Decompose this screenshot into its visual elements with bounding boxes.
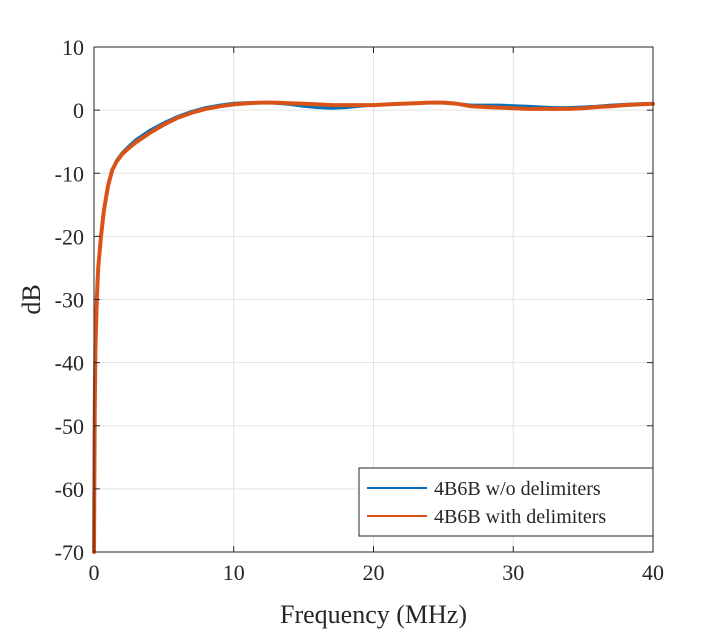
y-tick-label: -30: [55, 288, 84, 313]
y-tick-label: 0: [73, 98, 84, 123]
y-axis-label: dB: [17, 284, 46, 314]
axis-ticks: 0 10 20 30 40 10 0 -10 -20 -30 -40 -50 -60 -70: [55, 35, 664, 585]
series-layer: [92, 100, 655, 554]
x-tick-label: 10: [223, 560, 245, 585]
x-tick-label: 0: [89, 560, 100, 585]
y-tick-label: -50: [55, 414, 84, 439]
x-axis-label: Frequency (MHz): [280, 600, 467, 629]
y-tick-label: -60: [55, 477, 84, 502]
y-tick-label: -20: [55, 224, 84, 249]
y-tick-label: -10: [55, 161, 84, 186]
legend-label-series-2: 4B6B with delimiters: [434, 506, 606, 528]
x-tick-label: 40: [642, 560, 664, 585]
y-tick-label: -40: [55, 351, 84, 376]
x-tick-label: 20: [363, 560, 385, 585]
legend-label-series-1: 4B6B w/o delimiters: [434, 478, 601, 500]
y-tick-label: -70: [55, 540, 84, 565]
legend-box: [358, 467, 654, 537]
legend: 4B6B w/o delimiters 4B6B with delimiters: [358, 467, 654, 537]
y-tick-label: 10: [62, 35, 84, 60]
series-line-2: [92, 100, 655, 554]
x-tick-label: 30: [502, 560, 524, 585]
